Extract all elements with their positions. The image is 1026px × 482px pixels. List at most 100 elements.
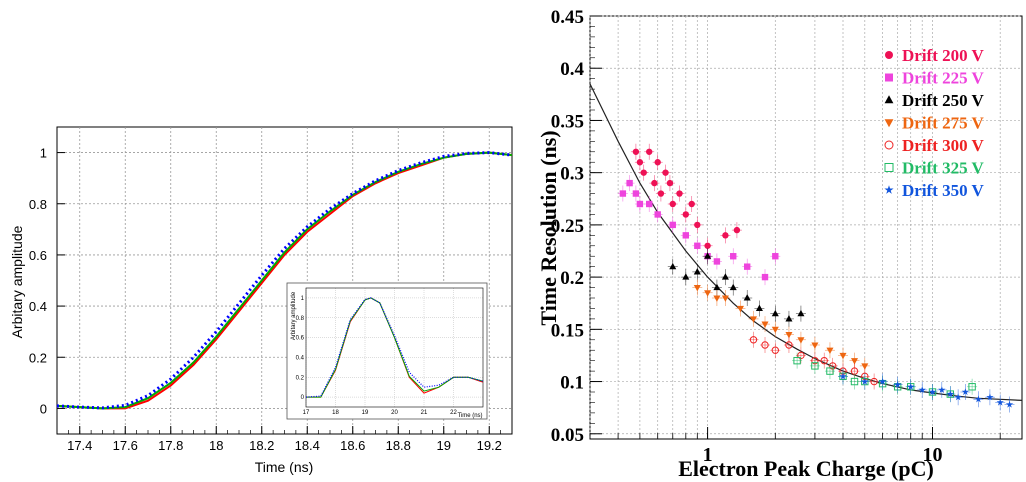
inset-x-tick-label: 18 <box>332 410 339 416</box>
data-point-s0 <box>646 148 653 155</box>
data-point-s2 <box>682 273 690 280</box>
data-point-s0 <box>632 148 640 155</box>
left-x-tick-label: 19.2 <box>477 438 502 453</box>
data-point-s4 <box>771 346 780 354</box>
inset-ticks: 17 18 19 20 21 22 0 0.2 0.4 0.6 0.8 1 <box>296 296 458 416</box>
data-point-s6 <box>946 390 954 398</box>
inset-x-tick-label: 19 <box>362 410 369 416</box>
data-point-s0 <box>662 169 669 176</box>
data-point-s5 <box>793 356 801 365</box>
data-point-s1 <box>626 179 633 187</box>
data-point-s3 <box>713 295 721 302</box>
inset-y-tick-label: 0.4 <box>296 355 305 361</box>
legend-marker-2 <box>884 95 894 104</box>
data-point-s2 <box>771 309 779 317</box>
legend-label-0: Drift 200 V <box>902 46 985 65</box>
data-point-s1 <box>619 190 627 197</box>
data-point-s4 <box>761 341 769 349</box>
data-point-s6 <box>1005 400 1014 408</box>
inset-y-tick-label: 0.6 <box>296 336 305 342</box>
data-point-s1 <box>646 200 653 208</box>
legend-label-4: Drift 300 V <box>902 136 985 155</box>
data-point-s3 <box>721 295 729 302</box>
inset-x-tick-label: 22 <box>450 410 457 416</box>
right-legend: Drift 200 V Drift 225 V Drift 250 V Drift 2… <box>884 46 985 200</box>
inset-y-axis-label: Arbitary amplitude <box>291 291 297 340</box>
data-point-s1 <box>772 253 779 260</box>
data-point-s2 <box>743 294 751 301</box>
right-y-axis-label: Time Resolution (ns) <box>536 130 561 325</box>
right-y-tick-label: 0.25 <box>551 216 584 237</box>
left-y-tick-label: 1 <box>40 146 47 161</box>
data-point-s6 <box>974 395 983 403</box>
data-point-s3 <box>704 290 712 297</box>
data-point-s0 <box>682 211 690 218</box>
right-y-tick-label: 0.3 <box>560 164 584 185</box>
data-point-s3 <box>826 347 834 355</box>
legend-marker-3 <box>884 119 894 128</box>
inset-x-axis-label: Time (ns) <box>457 413 482 419</box>
inset-x-tick-label: 20 <box>391 410 398 416</box>
left-y-tick-label: 0.6 <box>29 248 47 263</box>
right-y-tick-label: 0.1 <box>560 373 584 394</box>
right-y-tick-label: 0.45 <box>551 7 584 28</box>
left-series-line-2 <box>56 151 513 410</box>
data-point-s6 <box>839 372 847 380</box>
data-point-s4 <box>749 336 758 344</box>
data-point-s2 <box>721 273 729 280</box>
data-point-s2 <box>755 304 763 312</box>
data-point-s6 <box>928 388 937 396</box>
right-y-tick-label: 0.35 <box>551 111 584 132</box>
left-y-tick-label: 0.2 <box>29 350 47 365</box>
inset-y-tick-label: 0 <box>301 395 305 401</box>
data-point-s6 <box>961 388 969 396</box>
data-point-s0 <box>694 221 701 229</box>
left-x-tick-label: 18.6 <box>340 438 365 453</box>
data-point-s4 <box>820 356 828 365</box>
data-point-s6 <box>986 393 994 401</box>
data-point-s6 <box>996 398 1004 406</box>
legend-label-2: Drift 250 V <box>902 91 985 110</box>
data-point-s4 <box>797 351 805 360</box>
data-point-s3 <box>850 358 859 365</box>
inset-x-tick-label: 17 <box>303 410 310 416</box>
data-point-s4 <box>785 341 793 349</box>
data-point-s5 <box>826 367 834 375</box>
inset-y-tick-label: 0.8 <box>296 316 305 322</box>
data-point-s6 <box>879 377 887 385</box>
legend-label-1: Drift 225 V <box>902 69 985 88</box>
data-point-s3 <box>861 363 869 370</box>
left-series-lines <box>56 151 513 410</box>
data-point-s6 <box>907 382 915 390</box>
legend-label-5: Drift 325 V <box>902 159 985 178</box>
left-y-tick-label: 0.4 <box>29 299 47 314</box>
data-point-s3 <box>761 321 769 328</box>
data-point-s2 <box>729 283 737 291</box>
data-point-s1 <box>632 190 640 197</box>
legend-marker-5 <box>884 163 894 172</box>
data-point-s0 <box>676 190 683 197</box>
data-point-s2 <box>713 283 721 291</box>
data-point-s1 <box>744 263 751 270</box>
data-point-s3 <box>771 326 779 334</box>
inset-x-tick-label: 21 <box>421 410 428 416</box>
data-point-s6 <box>938 386 946 393</box>
data-point-s6 <box>918 386 926 393</box>
right-y-tick-label: 0.15 <box>551 320 584 341</box>
right-y-tick-label: 0.4 <box>560 59 584 80</box>
inset-series-lines <box>305 297 484 398</box>
data-point-s5 <box>850 377 859 386</box>
inset-axes-box <box>305 287 484 408</box>
data-point-s0 <box>704 242 711 249</box>
data-point-s3 <box>839 352 847 360</box>
left-x-axis-label: Time (ns) <box>255 459 314 475</box>
data-point-s1 <box>669 221 676 229</box>
data-point-s3 <box>785 331 793 339</box>
right-x-tick-label: 10 <box>923 444 943 466</box>
left-y-axis-label: Arbitary amplitude <box>9 225 25 338</box>
data-point-s1 <box>636 200 644 208</box>
left-y-tick-label: 0 <box>40 401 47 416</box>
data-point-s0 <box>636 159 644 166</box>
right-data-points <box>617 143 1015 413</box>
